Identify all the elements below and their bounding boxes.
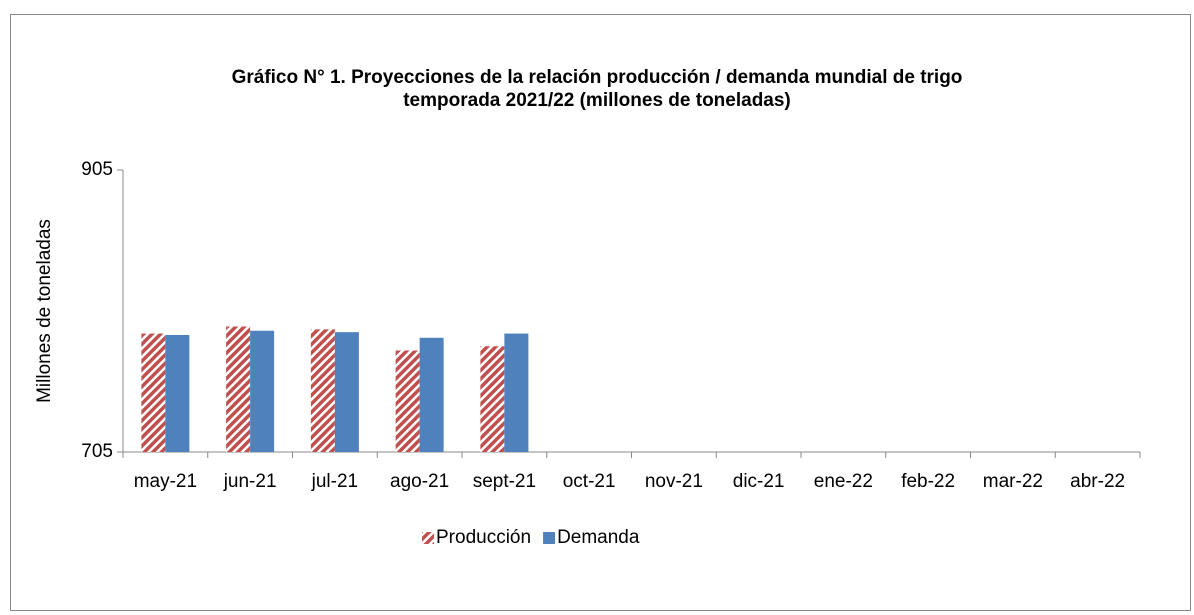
- x-tick-label: oct-21: [563, 471, 616, 492]
- bar: [334, 332, 359, 452]
- x-tick-label: ago-21: [390, 471, 449, 492]
- legend-swatch: [543, 532, 556, 544]
- y-axis-label: Millones de toneladas: [34, 219, 55, 403]
- legend-label: Producción: [436, 527, 531, 548]
- bar: [480, 346, 505, 452]
- chart-frame: [10, 14, 1191, 611]
- x-tick-label: sept-21: [473, 471, 536, 492]
- bar: [226, 326, 251, 452]
- chart-title: Gráfico N° 1. Proyecciones de la relació…: [232, 67, 963, 88]
- legend-swatch: [422, 532, 434, 544]
- x-tick-label: may-21: [134, 471, 197, 492]
- y-tick-label: 905: [81, 159, 113, 180]
- x-tick-label: jun-21: [223, 471, 277, 492]
- x-tick-label: feb-22: [901, 471, 955, 492]
- x-tick-label: nov-21: [645, 471, 703, 492]
- x-tick-label: jul-21: [311, 471, 358, 492]
- x-tick-label: dic-21: [733, 471, 785, 492]
- x-tick-label: ene-22: [814, 471, 873, 492]
- chart-title: temporada 2021/22 (millones de toneladas…: [403, 90, 791, 111]
- bar: [419, 337, 444, 452]
- bar: [504, 333, 529, 452]
- bar: [141, 333, 166, 452]
- y-tick-label: 705: [81, 441, 113, 462]
- bar: [395, 350, 420, 452]
- bar: [250, 330, 275, 452]
- x-tick-label: abr-22: [1070, 471, 1125, 492]
- x-tick-label: mar-22: [983, 471, 1043, 492]
- legend-label: Demanda: [557, 527, 640, 548]
- bar: [310, 329, 335, 452]
- bar: [165, 334, 190, 452]
